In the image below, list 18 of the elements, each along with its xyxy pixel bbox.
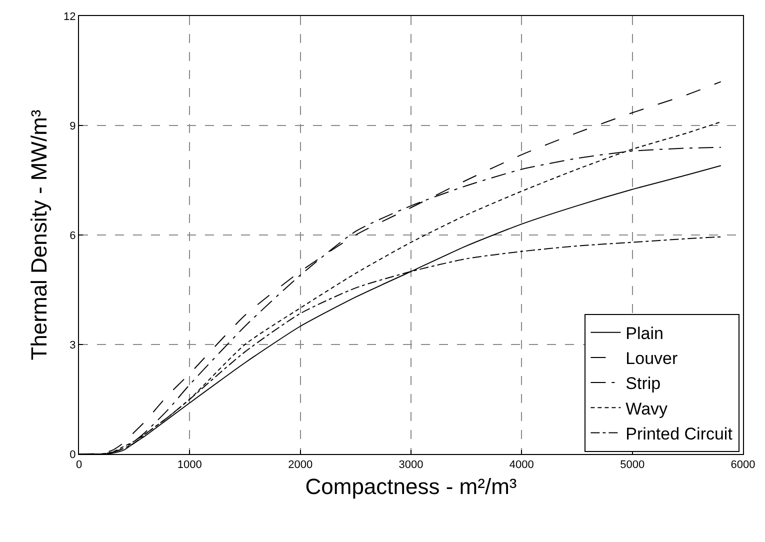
x-tick-label: 3000 xyxy=(398,459,424,472)
y-tick-label: 3 xyxy=(70,339,76,352)
x-tick-label: 2000 xyxy=(288,459,313,472)
legend-label: Wavy xyxy=(626,399,668,418)
x-tick-label: 4000 xyxy=(509,459,534,472)
y-tick-label: 9 xyxy=(70,120,76,132)
x-tick-label: 5000 xyxy=(620,459,645,472)
legend-label: Louver xyxy=(626,349,678,368)
x-tick-label: 6000 xyxy=(730,459,756,472)
x-tick-label: 1000 xyxy=(177,459,202,472)
legend-label: Strip xyxy=(626,374,661,394)
y-tick-label: 0 xyxy=(70,448,76,461)
x-axis-title: Compactness - m²/m³ xyxy=(305,474,517,500)
y-tick-label: 12 xyxy=(64,10,76,23)
y-tick-label: 6 xyxy=(70,230,76,242)
y-axis-title: Thermal Density - MW/m³ xyxy=(26,110,52,360)
legend-label: Plain xyxy=(626,324,664,343)
legend-label: Printed Circuit xyxy=(626,424,733,444)
